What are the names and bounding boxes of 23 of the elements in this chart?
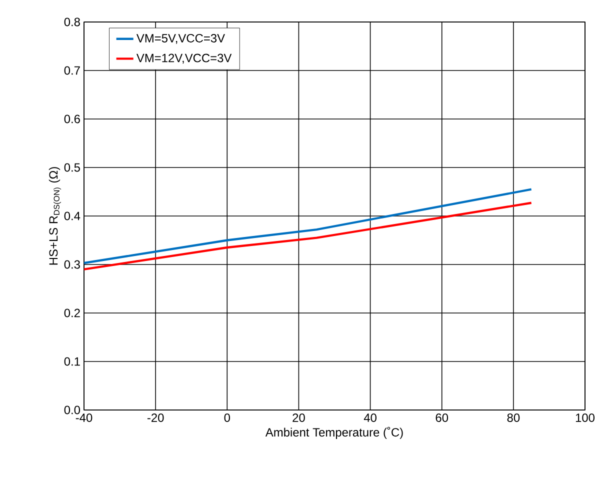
x-tick-label: -40: [76, 414, 92, 422]
x-axis-title: Ambient Temperature (˚C): [265, 426, 403, 439]
legend-label: VM=12V,VCC=3V: [136, 54, 232, 64]
y-tick-label: 0.6: [64, 114, 80, 124]
line-series: [84, 188, 532, 264]
y-tick-label: 0.3: [64, 260, 80, 269]
y-axis-title: HS+LS R$_{DS(ON)}$ (Ω): [48, 167, 62, 265]
line-series: [84, 202, 532, 270]
y-tick-label: 0.5: [64, 163, 80, 172]
x-tick-label: 20: [292, 414, 305, 422]
legend-label: VM=5V,VCC=3V: [136, 34, 225, 44]
x-tick-label: 0: [224, 414, 230, 422]
x-tick-label: 40: [364, 414, 376, 422]
y-tick-label: 0.0: [64, 406, 80, 414]
x-tick-label: 80: [507, 414, 520, 422]
x-tick-label: -20: [147, 414, 164, 422]
x-tick-label: 100: [576, 414, 595, 422]
x-tick-label: 60: [436, 414, 448, 422]
y-tick-label: 0.2: [64, 308, 80, 318]
y-tick-label: 0.8: [64, 18, 80, 26]
y-tick-label: 0.1: [64, 357, 80, 366]
y-tick-label: 0.7: [64, 66, 80, 75]
y-tick-label: 0.4: [64, 212, 80, 220]
